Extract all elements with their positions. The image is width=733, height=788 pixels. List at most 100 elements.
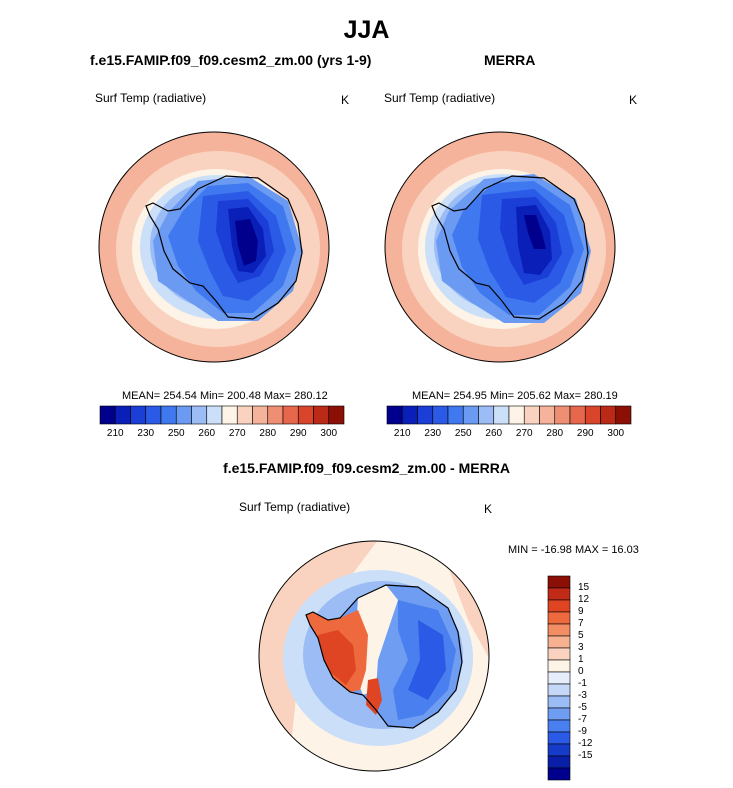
stats-model: MEAN= 254.54 Min= 200.48 Max= 280.12 (122, 390, 328, 402)
colorbar-diff-tick-label: -15 (578, 750, 593, 761)
colorbar-diff-swatch (547, 599, 571, 613)
colorbar-model-tick-label: 260 (198, 428, 216, 439)
colorbar-diff-tick-label: -7 (578, 714, 587, 725)
colorbar-model-tick-label: 250 (167, 428, 185, 439)
colorbar-obs-swatch (600, 405, 617, 425)
colorbar-obs-swatch (447, 405, 464, 425)
colorbar-model (99, 405, 345, 425)
colorbar-model-swatch (236, 405, 253, 425)
colorbar-obs-swatch (493, 405, 510, 425)
colorbar-obs-swatch (478, 405, 495, 425)
colorbar-obs-swatch (401, 405, 418, 425)
colorbar-diff-swatch (547, 683, 571, 697)
colorbar-diff-swatch (547, 671, 571, 685)
colorbar-diff-tick-label: 3 (578, 642, 584, 653)
colorbar-obs-swatch (462, 405, 479, 425)
colorbar-diff-swatch (547, 695, 571, 709)
colorbar-obs-labels: 210 230 250 260 270 280 290 300 (387, 428, 631, 442)
colorbar-diff-swatch (547, 755, 571, 769)
panel-title-model: f.e15.FAMIP.f09_f09.cesm2_zm.00 (yrs 1-9… (90, 52, 372, 68)
units-label-model: K (341, 93, 350, 107)
colorbar-diff-swatch (547, 767, 571, 781)
colorbar-obs (386, 405, 632, 425)
panel-title-obs: MERRA (484, 52, 536, 68)
units-label-diff: K (484, 502, 493, 516)
colorbar-model-swatch (130, 405, 147, 425)
colorbar-model-swatch (267, 405, 284, 425)
colorbar-model-tick-label: 290 (289, 428, 307, 439)
colorbar-model-swatch (313, 405, 330, 425)
colorbar-obs-tick-label: 270 (515, 428, 533, 439)
colorbar-diff-tick-label: -3 (578, 690, 587, 701)
colorbar-model-tick-label: 300 (320, 428, 338, 439)
colorbar-diff (547, 575, 571, 781)
colorbar-model-swatch (160, 405, 177, 425)
colorbar-model-swatch (221, 405, 238, 425)
colorbar-model-tick-label: 270 (228, 428, 246, 439)
colorbar-diff-swatch (547, 659, 571, 673)
colorbar-diff-tick-label: -5 (578, 702, 587, 713)
colorbar-model-swatch (175, 405, 192, 425)
colorbar-obs-tick-label: 250 (454, 428, 472, 439)
colorbar-obs-swatch (523, 405, 540, 425)
units-label-obs: K (629, 93, 638, 107)
colorbar-model-swatch (145, 405, 162, 425)
colorbar-diff-tick-label: 12 (578, 594, 590, 605)
colorbar-model-swatch (114, 405, 131, 425)
colorbar-diff-tick-label: 7 (578, 618, 584, 629)
colorbar-obs-swatch (569, 405, 586, 425)
colorbar-diff-tick-label: -9 (578, 726, 587, 737)
colorbar-obs-tick-label: 280 (546, 428, 564, 439)
colorbar-model-swatch (297, 405, 314, 425)
colorbar-model-tick-label: 280 (259, 428, 277, 439)
colorbar-diff-swatch (547, 719, 571, 733)
colorbar-obs-swatch (508, 405, 525, 425)
colorbar-diff-tick-label: 1 (578, 654, 584, 665)
colorbar-diff-swatch (547, 587, 571, 601)
map-model (98, 131, 330, 363)
colorbar-diff-swatch (547, 575, 571, 589)
variable-label-diff: Surf Temp (radiative) (239, 500, 351, 514)
colorbar-diff-swatch (547, 731, 571, 745)
colorbar-diff-tick-label: 0 (578, 666, 584, 677)
colorbar-obs-swatch (432, 405, 449, 425)
variable-label-obs: Surf Temp (radiative) (384, 91, 496, 105)
colorbar-obs-tick-label: 300 (607, 428, 625, 439)
map-diff (258, 540, 490, 772)
colorbar-diff-swatch (547, 635, 571, 649)
colorbar-model-swatch (99, 405, 116, 425)
colorbar-diff-tick-label: 5 (578, 630, 584, 641)
stats-diff: MIN = -16.98 MAX = 16.03 (508, 544, 639, 556)
stats-obs: MEAN= 254.95 Min= 205.62 Max= 280.19 (412, 390, 618, 402)
map-obs (384, 131, 616, 363)
colorbar-obs-swatch (539, 405, 556, 425)
colorbar-obs-swatch (584, 405, 601, 425)
colorbar-model-swatch (328, 405, 345, 425)
colorbar-model-labels: 210 230 250 260 270 280 290 300 (100, 428, 344, 442)
colorbar-diff-tick-label: 9 (578, 606, 584, 617)
colorbar-obs-tick-label: 210 (393, 428, 411, 439)
colorbar-diff-tick-label: -1 (578, 678, 587, 689)
colorbar-diff-swatch (547, 647, 571, 661)
colorbar-diff-tick-label: 15 (578, 582, 590, 593)
colorbar-diff-tick-label: -12 (578, 738, 593, 749)
colorbar-obs-tick-label: 260 (485, 428, 503, 439)
colorbar-obs-tick-label: 290 (576, 428, 594, 439)
colorbar-model-swatch (282, 405, 299, 425)
variable-label-model: Surf Temp (radiative) (95, 91, 207, 105)
colorbar-diff-swatch (547, 611, 571, 625)
colorbar-diff-swatch (547, 707, 571, 721)
panel-title-diff: f.e15.FAMIP.f09_f09.cesm2_zm.00 - MERRA (223, 460, 510, 476)
colorbar-obs-swatch (554, 405, 571, 425)
colorbar-diff-labels: 15 12 9 7 5 3 1 0 -1 -3 -5 -7 -9 -12 -15 (578, 576, 618, 780)
colorbar-model-swatch (252, 405, 269, 425)
colorbar-model-swatch (206, 405, 223, 425)
colorbar-model-tick-label: 210 (106, 428, 124, 439)
colorbar-model-swatch (191, 405, 208, 425)
colorbar-model-tick-label: 230 (137, 428, 155, 439)
colorbar-obs-tick-label: 230 (424, 428, 442, 439)
figure-title: JJA (343, 16, 390, 44)
colorbar-diff-swatch (547, 743, 571, 757)
colorbar-obs-swatch (386, 405, 403, 425)
colorbar-obs-swatch (615, 405, 632, 425)
